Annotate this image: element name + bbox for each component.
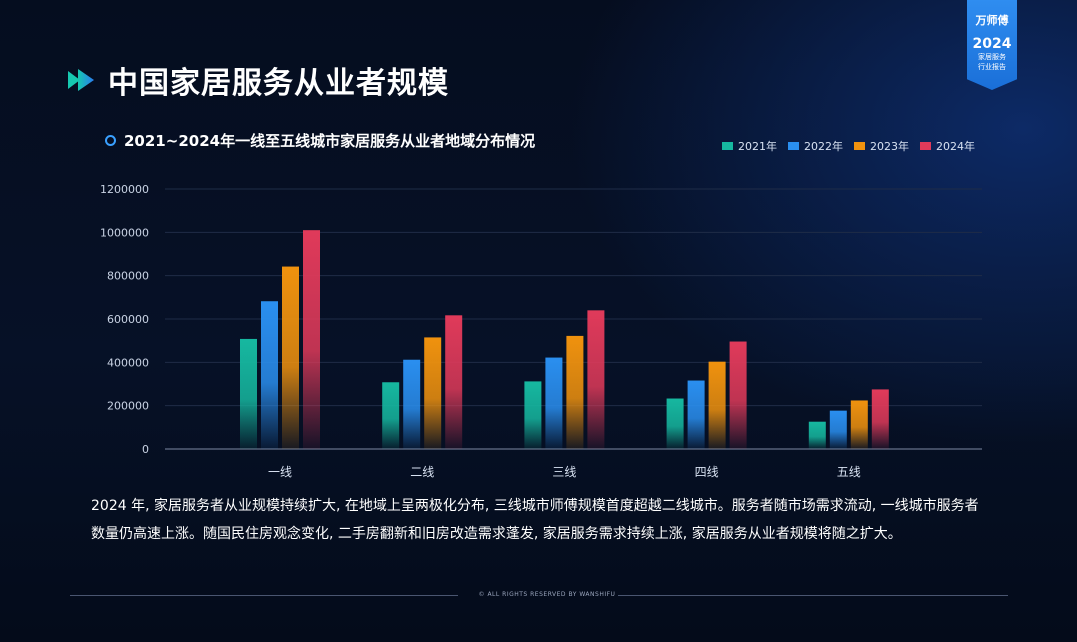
report-badge: 万师傅 2024 家居服务 行业报告 xyxy=(967,0,1017,90)
y-tick-label: 0 xyxy=(142,443,149,456)
legend-item: 2024年 xyxy=(920,138,975,154)
y-tick-label: 400000 xyxy=(107,356,149,369)
bar xyxy=(445,315,463,449)
legend-swatch xyxy=(788,142,799,150)
chart-legend: 2021年 2022年 2023年 2024年 xyxy=(722,138,986,154)
y-tick-label: 800000 xyxy=(107,270,149,283)
legend-swatch xyxy=(854,142,865,150)
bar xyxy=(850,400,868,449)
badge-brand: 万师傅 xyxy=(975,14,1009,27)
bar xyxy=(729,341,747,449)
bar xyxy=(871,389,889,449)
x-tick-label: 三线 xyxy=(552,465,576,479)
legend-label: 2021年 xyxy=(738,140,777,153)
y-tick-label: 1000000 xyxy=(100,226,149,239)
bar xyxy=(708,361,726,449)
y-tick-label: 600000 xyxy=(107,313,149,326)
badge-line2: 行业报告 xyxy=(978,63,1006,71)
legend-swatch xyxy=(722,142,733,150)
footer-copyright: © ALL RIGHTS RESERVED BY WANSHIFU xyxy=(478,591,616,598)
bar xyxy=(282,266,299,449)
bar xyxy=(240,338,257,449)
bar xyxy=(566,335,584,449)
y-tick-label: 1200000 xyxy=(100,183,149,196)
bar xyxy=(424,337,442,449)
bar xyxy=(808,421,826,449)
circle-bullet-icon xyxy=(105,135,116,146)
bar xyxy=(829,410,847,449)
bar xyxy=(303,230,320,449)
footer-divider-left xyxy=(70,595,458,596)
badge-line1: 家居服务 xyxy=(978,53,1006,61)
badge-year: 2024 xyxy=(972,36,1012,52)
footer-divider-right xyxy=(618,595,1008,596)
bar xyxy=(687,380,705,449)
chart-title-row: 2021~2024年一线至五线城市家居服务从业者地域分布情况 xyxy=(105,130,535,151)
bar xyxy=(524,381,542,449)
page-title: 中国家居服务从业者规模 xyxy=(108,66,449,101)
y-tick-label: 200000 xyxy=(107,400,149,413)
bar xyxy=(403,359,421,449)
legend-label: 2023年 xyxy=(870,140,909,153)
legend-item: 2022年 xyxy=(788,138,843,154)
bar xyxy=(261,301,278,449)
summary-paragraph: 2024 年, 家居服务者从业规模持续扩大, 在地域上呈两极化分布, 三线城市师… xyxy=(91,498,979,542)
legend-label: 2024年 xyxy=(936,140,975,153)
legend-label: 2022年 xyxy=(804,140,843,153)
legend-item: 2023年 xyxy=(854,138,909,154)
legend-swatch xyxy=(920,142,931,150)
x-tick-label: 五线 xyxy=(837,465,861,479)
play-arrow-icon xyxy=(68,69,94,91)
page-title-row: 中国家居服务从业者规模 xyxy=(68,60,449,101)
x-tick-label: 二线 xyxy=(410,465,434,479)
bar xyxy=(666,398,684,449)
x-tick-label: 四线 xyxy=(695,465,719,479)
bar xyxy=(545,357,563,449)
x-tick-label: 一线 xyxy=(268,465,292,479)
chart-title: 2021~2024年一线至五线城市家居服务从业者地域分布情况 xyxy=(124,132,536,150)
bar xyxy=(587,310,605,449)
legend-item: 2021年 xyxy=(722,138,777,154)
bar xyxy=(382,382,400,449)
